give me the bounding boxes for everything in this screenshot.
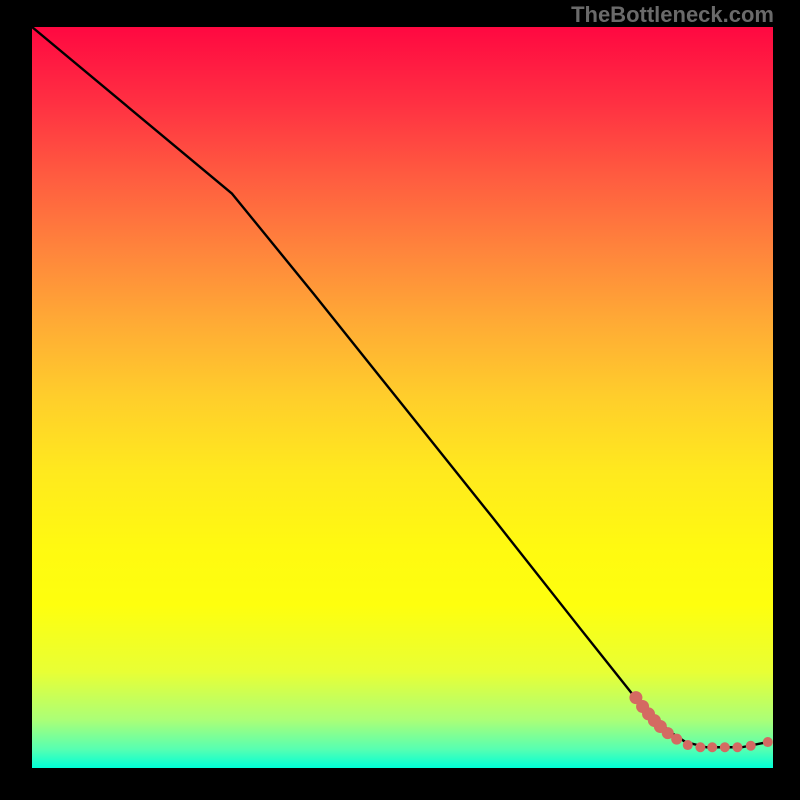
plot-area (32, 27, 773, 768)
data-marker (746, 741, 756, 751)
watermark-text: TheBottleneck.com (571, 2, 774, 28)
data-marker (695, 742, 705, 752)
data-markers (32, 27, 773, 768)
data-marker (732, 742, 742, 752)
data-marker (763, 737, 773, 747)
data-marker (707, 742, 717, 752)
data-marker (720, 742, 730, 752)
data-marker (683, 740, 693, 750)
data-marker (671, 734, 682, 745)
